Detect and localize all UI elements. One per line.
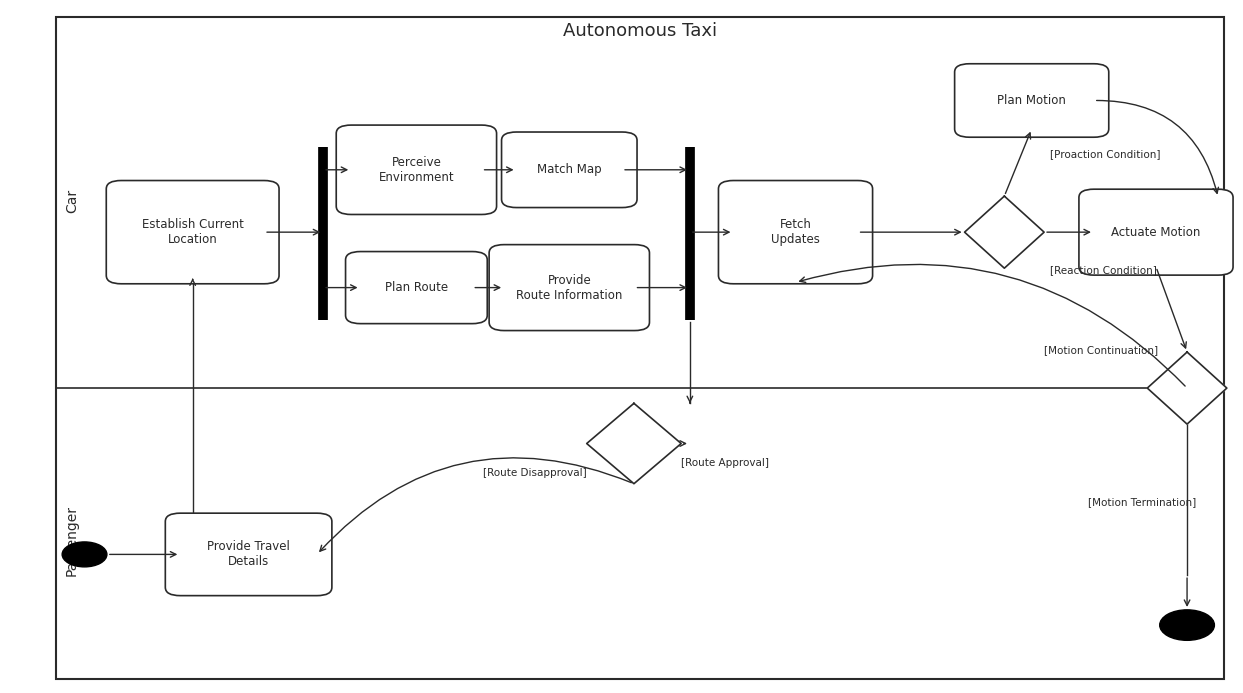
Text: Provide Travel
Details: Provide Travel Details: [208, 541, 290, 568]
FancyBboxPatch shape: [1079, 189, 1233, 275]
Text: [Motion Continuation]: [Motion Continuation]: [1044, 345, 1158, 355]
Text: Establish Current
Location: Establish Current Location: [142, 218, 244, 246]
Circle shape: [62, 542, 107, 567]
Text: [Proaction Condition]: [Proaction Condition]: [1050, 149, 1161, 159]
Polygon shape: [587, 403, 681, 484]
Text: Provide
Route Information: Provide Route Information: [516, 274, 623, 301]
Circle shape: [1160, 610, 1214, 640]
Text: [Route Disapproval]: [Route Disapproval]: [484, 468, 587, 477]
Text: [Motion Termination]: [Motion Termination]: [1088, 498, 1196, 507]
Polygon shape: [965, 196, 1044, 268]
Text: Car: Car: [65, 189, 80, 213]
Polygon shape: [1147, 352, 1227, 424]
FancyBboxPatch shape: [488, 245, 649, 331]
Text: Plan Route: Plan Route: [385, 281, 447, 294]
FancyBboxPatch shape: [502, 132, 638, 208]
Text: Passenger: Passenger: [65, 505, 80, 576]
Text: Plan Motion: Plan Motion: [997, 94, 1066, 107]
FancyBboxPatch shape: [165, 513, 332, 595]
FancyBboxPatch shape: [107, 180, 280, 284]
Text: Match Map: Match Map: [537, 164, 602, 176]
Text: [Reaction Condition]: [Reaction Condition]: [1050, 265, 1157, 275]
Text: Perceive
Environment: Perceive Environment: [379, 156, 454, 184]
Text: Autonomous Taxi: Autonomous Taxi: [563, 22, 717, 40]
Text: [Route Approval]: [Route Approval]: [681, 458, 769, 468]
Text: Fetch
Updates: Fetch Updates: [771, 218, 820, 246]
Text: Actuate Motion: Actuate Motion: [1111, 226, 1201, 238]
FancyBboxPatch shape: [718, 180, 873, 284]
FancyBboxPatch shape: [346, 252, 487, 324]
FancyBboxPatch shape: [336, 125, 496, 215]
FancyBboxPatch shape: [955, 64, 1109, 137]
